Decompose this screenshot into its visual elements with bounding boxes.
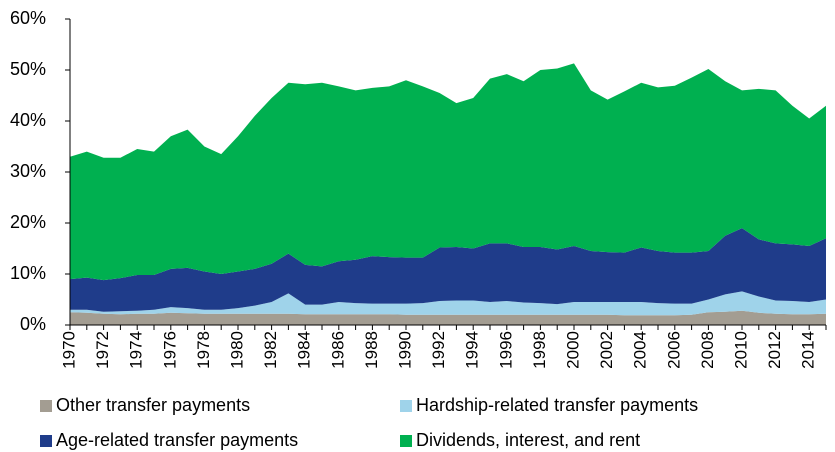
- x-tick-label: 2002: [597, 331, 616, 369]
- y-tick-label: 50%: [10, 59, 46, 79]
- y-tick-label: 0%: [20, 314, 46, 334]
- y-tick-label: 20%: [10, 212, 46, 232]
- x-tick-label: 1992: [429, 331, 448, 369]
- x-tick-label: 1978: [194, 331, 213, 369]
- legend-label: Other transfer payments: [56, 395, 250, 415]
- x-tick-label: 1970: [59, 331, 78, 369]
- x-tick-label: 2006: [664, 331, 683, 369]
- x-tick-label: 1986: [328, 331, 347, 369]
- x-tick-label: 1980: [227, 331, 246, 369]
- legend-marker: [40, 400, 52, 412]
- legend-label: Age-related transfer payments: [56, 430, 298, 450]
- area: [70, 63, 826, 281]
- x-tick-label: 2010: [731, 331, 750, 369]
- x-tick-label: 2012: [765, 331, 784, 369]
- legend-label: Dividends, interest, and rent: [416, 430, 640, 450]
- x-tick-label: 1974: [127, 331, 146, 369]
- area: [70, 228, 826, 312]
- legend-label: Hardship-related transfer payments: [416, 395, 698, 415]
- x-tick-label: 2014: [799, 331, 818, 369]
- x-tick-label: 1972: [93, 331, 112, 369]
- x-tick-label: 1998: [530, 331, 549, 369]
- x-tick-label: 1988: [362, 331, 381, 369]
- x-tick-label: 2004: [631, 331, 650, 369]
- area: [70, 310, 826, 325]
- area: [70, 291, 826, 316]
- x-tick-label: 2000: [563, 331, 582, 369]
- y-tick-label: 30%: [10, 161, 46, 181]
- x-tick-label: 1976: [160, 331, 179, 369]
- x-tick-label: 1996: [496, 331, 515, 369]
- y-tick-label: 40%: [10, 110, 46, 130]
- x-tick-label: 1982: [261, 331, 280, 369]
- x-tick-label: 1990: [395, 331, 414, 369]
- y-tick-label: 10%: [10, 263, 46, 283]
- legend-marker: [40, 435, 52, 447]
- x-tick-label: 2008: [698, 331, 717, 369]
- legend-marker: [400, 400, 412, 412]
- x-tick-label: 1984: [295, 331, 314, 369]
- legend-marker: [400, 435, 412, 447]
- y-tick-label: 60%: [10, 8, 46, 28]
- x-tick-label: 1994: [463, 331, 482, 369]
